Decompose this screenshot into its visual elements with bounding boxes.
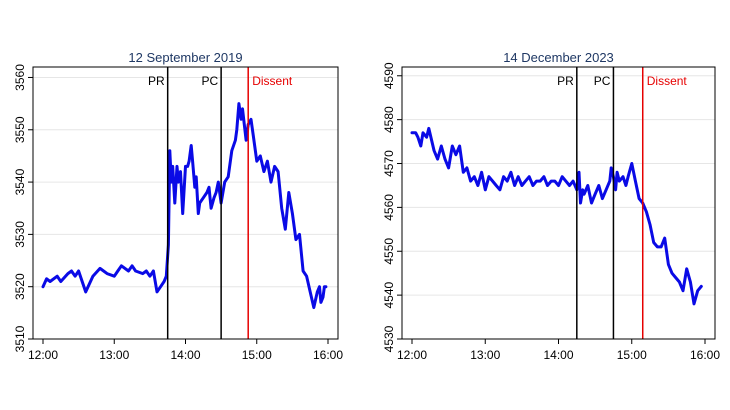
x-tick-label: 16:00 [313,348,343,362]
y-tick-label: 3510 [13,325,27,352]
y-tick-label: 3530 [13,221,27,248]
y-tick-label: 4530 [382,325,396,352]
y-tick-label: 3520 [13,273,27,300]
event-label-pc: PC [201,74,218,88]
chart-title: 14 December 2023 [503,50,614,65]
event-label-pr: PR [557,74,574,88]
y-tick-label: 4590 [382,62,396,89]
y-tick-label: 4550 [382,238,396,265]
y-tick-label: 3550 [13,116,27,143]
x-tick-label: 15:00 [242,348,272,362]
chart-panel-2: 14 December 2023 4530 4540 4550 4560 4570 4580… [382,50,720,362]
y-tick-label: 4560 [382,194,396,221]
plot-frame [401,66,716,340]
y-tick-label: 3540 [13,168,27,195]
event-label-dissent: Dissent [647,74,688,88]
event-label-dissent: Dissent [252,74,293,88]
x-tick-label: 13:00 [99,348,129,362]
chart-panel-1: 12 September 2019 3510 3520 3530 3540 3550 356… [13,50,343,362]
x-tick-label: 14:00 [543,348,573,362]
y-tick-label: 3560 [13,64,27,91]
price-series-line [410,126,703,306]
y-tick-label: 4580 [382,106,396,133]
event-label-pr: PR [148,74,165,88]
x-tick-label: 12:00 [397,348,427,362]
x-tick-label: 12:00 [28,348,58,362]
plot-frame [32,66,339,340]
x-tick-label: 15:00 [617,348,647,362]
x-tick-label: 13:00 [470,348,500,362]
y-tick-label: 4570 [382,150,396,177]
x-tick-label: 16:00 [690,348,720,362]
chart-title: 12 September 2019 [128,50,242,65]
y-tick-label: 4540 [382,281,396,308]
x-tick-label: 14:00 [170,348,200,362]
price-series-line [41,102,328,310]
event-label-pc: PC [594,74,611,88]
